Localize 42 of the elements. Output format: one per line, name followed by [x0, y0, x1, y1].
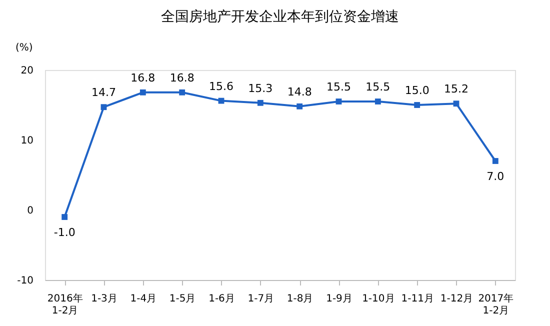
point [336, 98, 342, 104]
point [140, 89, 146, 96]
x-tick-label: 1-7月 [248, 294, 274, 304]
x-tick-label: 2016年 1-2月 [47, 292, 83, 316]
point [257, 100, 264, 106]
data-label: 14.8 [287, 85, 312, 98]
x-tick-label: 1-5月 [169, 294, 196, 304]
x-tick-label: 1-11月 [401, 294, 434, 304]
x-tick-label: 1-10月 [362, 294, 395, 304]
data-label: 15.5 [366, 80, 390, 94]
x-tick-label: 1-9月 [326, 294, 352, 304]
data-label: 15.0 [404, 84, 430, 97]
point [218, 98, 224, 104]
point [62, 214, 68, 220]
data-label: 14.7 [92, 86, 116, 100]
data-label: 15.2 [444, 82, 468, 96]
point [414, 102, 420, 108]
point [374, 98, 381, 104]
x-tick-label: 2017年 1-2月 [478, 292, 514, 316]
data-label: 15.3 [248, 82, 273, 95]
y-tick-label: 10 [20, 136, 34, 146]
x-tick-label: 1-4月 [130, 294, 157, 304]
data-label: 16.8 [130, 71, 156, 84]
x-tick-label: 1-8月 [286, 294, 314, 304]
y-tick-label: -10 [17, 276, 34, 286]
point [453, 100, 460, 107]
data-label: 15.5 [326, 80, 351, 94]
data-label: 16.8 [170, 71, 194, 84]
y-axis-title: (%) [16, 42, 33, 54]
x-tick-label: 1-3月 [91, 294, 118, 304]
point [296, 103, 303, 110]
x-tick-label: 1-6月 [208, 294, 235, 304]
data-label: 7.0 [486, 170, 504, 183]
point [100, 104, 107, 110]
x-tick-label: 1-12月 [440, 294, 474, 304]
chart-title: 全国房地产开发企业本年到位资金增速 [161, 9, 399, 25]
y-tick-label: 0 [27, 206, 34, 216]
point [179, 89, 186, 96]
point [492, 158, 498, 164]
y-tick-label: 20 [20, 66, 34, 76]
data-label: -1.0 [54, 226, 76, 239]
data-label: 15.6 [209, 80, 234, 93]
